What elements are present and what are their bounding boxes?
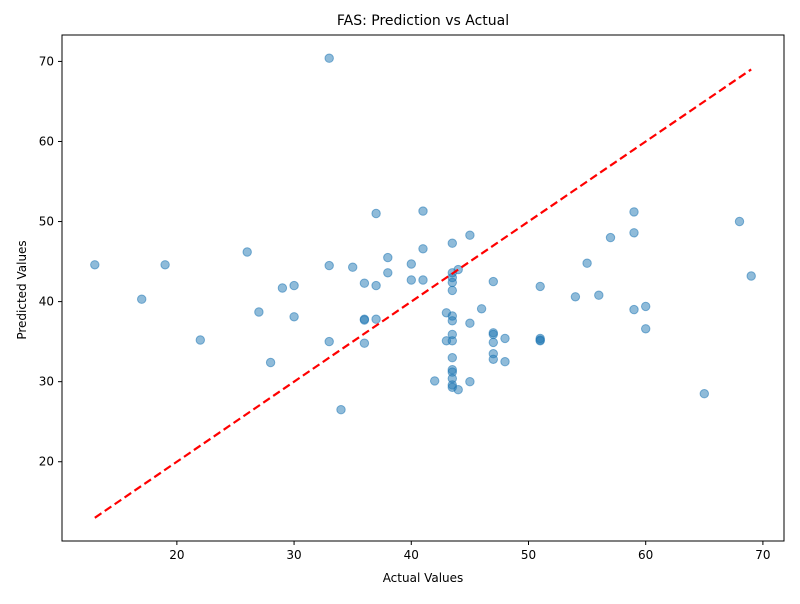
- data-point: [359, 338, 370, 348]
- data-point: [641, 301, 651, 312]
- data-point: [465, 318, 475, 328]
- data-point: [289, 280, 299, 291]
- data-point: [137, 294, 147, 304]
- data-point: [447, 277, 457, 288]
- data-point: [465, 377, 475, 387]
- y-tick-label: 60: [39, 134, 54, 148]
- y-tick-label: 50: [39, 215, 54, 229]
- data-point: [418, 244, 428, 254]
- data-point: [746, 271, 756, 281]
- data-point: [488, 337, 498, 348]
- data-point: [265, 357, 276, 368]
- data-point: [430, 376, 440, 386]
- data-point: [453, 385, 463, 395]
- y-tick-label: 70: [39, 54, 54, 68]
- y-axis-label: Predicted Values: [15, 240, 29, 339]
- data-point: [447, 336, 457, 346]
- data-point: [488, 354, 498, 364]
- data-point: [359, 278, 370, 288]
- data-point: [359, 315, 370, 325]
- data-point: [570, 292, 581, 302]
- x-tick-label: 60: [638, 548, 653, 562]
- data-point: [289, 312, 299, 322]
- data-point: [629, 228, 639, 238]
- data-point: [383, 268, 393, 278]
- data-point: [594, 290, 604, 300]
- data-point: [324, 53, 334, 63]
- data-point: [336, 405, 346, 415]
- data-point: [447, 285, 457, 296]
- data-point: [500, 333, 510, 344]
- data-point: [476, 304, 487, 314]
- data-point: [582, 258, 592, 268]
- data-point: [254, 307, 264, 317]
- data-point: [277, 283, 288, 293]
- data-point: [447, 353, 457, 363]
- data-point: [371, 314, 381, 324]
- x-tick-label: 50: [521, 548, 536, 562]
- data-point: [629, 304, 639, 315]
- data-point: [371, 208, 381, 219]
- data-point: [160, 260, 170, 270]
- data-point: [488, 276, 498, 287]
- x-tick-label: 70: [755, 548, 770, 562]
- x-tick-label: 40: [404, 548, 419, 562]
- y-tick-label: 30: [39, 375, 54, 389]
- data-point: [242, 247, 252, 257]
- plot-area: 20 30 40 50 60 70 20 30 40 50 60 70: [39, 34, 785, 562]
- x-tick-label: 20: [169, 548, 184, 562]
- data-point: [488, 329, 498, 340]
- data-point: [465, 230, 475, 240]
- data-point: [324, 260, 334, 271]
- x-tick-label: 30: [286, 548, 301, 562]
- data-point: [641, 324, 651, 334]
- x-axis-label: Actual Values: [383, 571, 464, 585]
- data-point: [535, 281, 545, 292]
- reference-line: [94, 68, 752, 519]
- chart-title: FAS: Prediction vs Actual: [337, 13, 509, 29]
- data-point: [418, 206, 428, 216]
- data-point: [406, 259, 416, 269]
- data-point: [629, 207, 639, 217]
- axes-frame: [61, 34, 785, 542]
- y-tick-label: 20: [39, 455, 54, 469]
- data-point: [535, 336, 545, 346]
- data-point: [500, 357, 510, 367]
- data-point: [383, 252, 393, 263]
- y-tick-label: 40: [39, 295, 54, 309]
- data-point: [324, 336, 334, 347]
- data-point: [406, 275, 416, 285]
- data-point: [418, 275, 428, 285]
- data-point: [447, 316, 457, 326]
- data-point: [734, 216, 745, 227]
- data-point: [605, 232, 616, 243]
- data-point: [371, 280, 381, 291]
- data-point: [195, 335, 206, 345]
- data-point: [447, 238, 457, 248]
- data-point: [90, 260, 100, 270]
- data-point: [699, 389, 709, 399]
- data-point: [348, 262, 358, 272]
